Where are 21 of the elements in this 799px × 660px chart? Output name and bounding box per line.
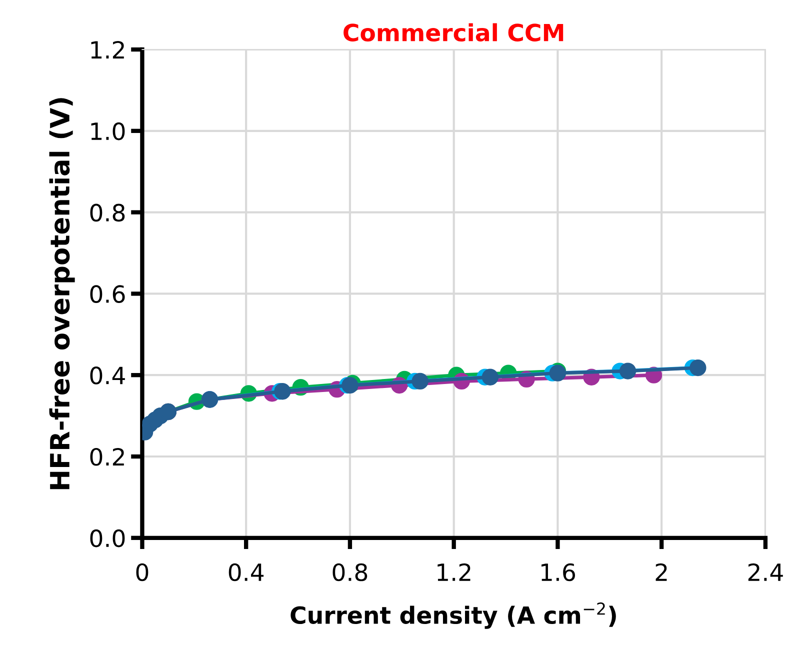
y-axis-title: HFR-free overpotential (V) [49,98,75,490]
y-tick-label: 0.0 [90,529,125,548]
x-tick-label: 0 [136,563,148,582]
y-tick-label: 0.4 [90,366,125,384]
x-tick-label: 2.4 [748,563,783,581]
x-tick-label: 0.4 [228,563,264,582]
y-tick-label: 1.0 [91,122,125,140]
point [690,359,706,376]
x-tick-label: 1.2 [438,563,470,581]
point [412,372,428,390]
y-tick-label: 0.2 [90,448,124,466]
x-tick-label: 1.6 [542,563,575,582]
x-tick-label: 2 [656,563,667,581]
y-tick-label: 0.6 [90,285,125,304]
x-axis-title: Current density (A cm$^{−2}$) [290,602,616,629]
y-tick-label: 0.8 [90,204,125,222]
y-tick-label: 1.2 [91,40,124,58]
chart-title: Commercial CCM [344,23,564,42]
point [619,362,636,380]
point [482,368,499,386]
x-tick-label: 0.8 [332,563,368,582]
